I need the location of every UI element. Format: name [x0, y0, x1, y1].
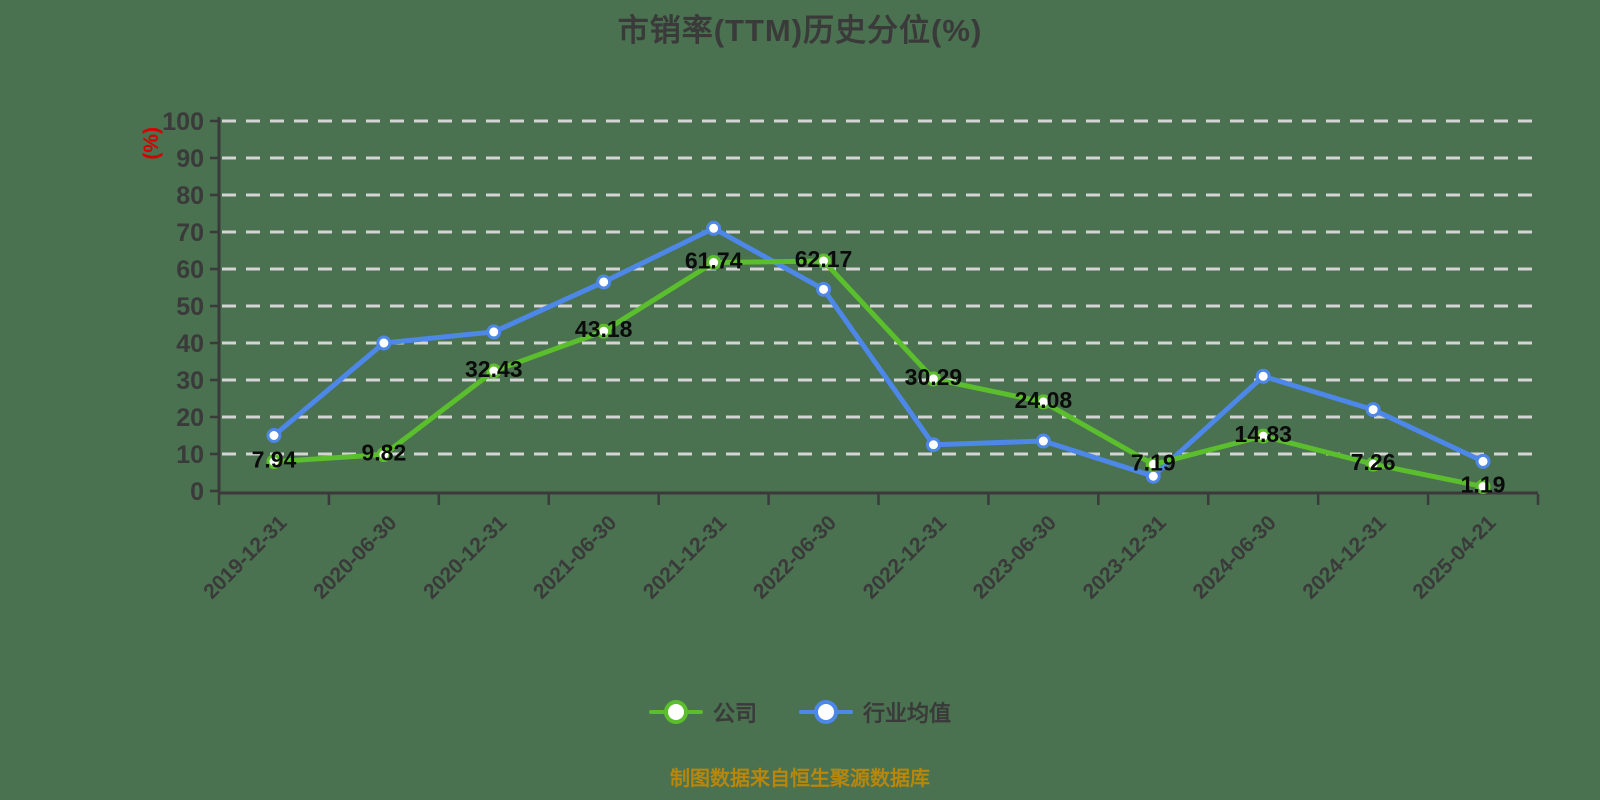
data-point[interactable]	[1035, 394, 1051, 410]
y-tick-label: 90	[176, 145, 204, 173]
data-point[interactable]	[816, 281, 832, 297]
data-point[interactable]	[925, 437, 941, 453]
x-tick-label: 2024-12-31	[1298, 511, 1390, 603]
x-axis-ticks	[217, 494, 1540, 505]
data-source-note: 制图数据来自恒生聚源数据库	[670, 768, 930, 790]
y-tick-label: 70	[176, 219, 204, 247]
data-point[interactable]	[596, 274, 612, 290]
legend-label-company: 公司	[712, 701, 757, 726]
series-points-公司: 7.94 9.82 32.43 43.18 61.74 62.17 30.29 24.08 7.…	[252, 246, 1506, 498]
x-tick-label: 2023-06-30	[969, 511, 1061, 603]
data-point[interactable]	[596, 323, 612, 339]
legend-label-industry-average: 行业均值	[863, 701, 952, 726]
series-line-行业均值	[271, 225, 1486, 479]
data-point-label: 9.82	[361, 440, 406, 466]
data-point[interactable]	[266, 428, 282, 443]
y-tick-label: 80	[176, 182, 204, 210]
data-point-label: 14.83	[1234, 421, 1292, 447]
data-point-label: 30.29	[905, 364, 963, 390]
y-tick-label: 30	[176, 367, 204, 395]
legend-item-industry-average[interactable]: 行业均值	[799, 696, 951, 728]
y-tick-label: 100	[162, 108, 204, 136]
data-point-label: 62.17	[795, 246, 853, 272]
y-tick-label: 0	[190, 478, 204, 506]
legend-item-company[interactable]: 公司	[648, 696, 757, 728]
y-tick-label: 50	[176, 293, 204, 321]
chart-title: 市销率(TTM)历史分位(%)	[617, 13, 983, 48]
data-point[interactable]	[706, 220, 722, 236]
legend-dot-blue	[814, 700, 838, 724]
x-tick-label: 2021-12-31	[639, 511, 731, 603]
x-tick-label: 2021-06-30	[529, 511, 621, 603]
x-axis-labels: 2019-12-31 2020-06-30 2020-12-31 2021-06-30…	[199, 511, 1501, 603]
company-series-marker-icon	[648, 700, 703, 724]
data-point[interactable]	[1145, 456, 1161, 472]
data-point[interactable]	[1365, 402, 1381, 418]
series-line-公司	[271, 258, 1486, 490]
data-point[interactable]	[486, 363, 502, 379]
legend-dot-green	[663, 700, 688, 724]
data-point-label: 43.18	[575, 316, 633, 342]
industry-series-marker-icon	[799, 700, 853, 724]
data-point[interactable]	[1255, 368, 1271, 384]
data-point-label: 32.43	[465, 356, 523, 382]
data-point[interactable]	[486, 324, 502, 340]
x-tick-label: 2020-06-30	[309, 511, 401, 603]
chart-legend: 公司 行业均值	[0, 696, 1600, 728]
y-axis-ticks: 0 10 20 30 40 50 60 70 80 90 100	[162, 108, 219, 506]
x-tick-label: 2022-12-31	[859, 511, 951, 603]
data-point[interactable]	[1365, 456, 1381, 472]
x-tick-label: 2024-06-30	[1189, 511, 1281, 603]
data-point[interactable]	[925, 371, 941, 387]
x-tick-label: 2022-06-30	[749, 511, 841, 603]
data-point[interactable]	[376, 335, 392, 351]
y-tick-label: 60	[176, 256, 204, 284]
data-point-label: 7.94	[252, 447, 297, 473]
x-tick-label: 2023-12-31	[1079, 511, 1171, 603]
data-point-label: 1.19	[1461, 472, 1506, 498]
data-point[interactable]	[1475, 453, 1491, 469]
data-point[interactable]	[1035, 433, 1051, 449]
data-point[interactable]	[706, 255, 722, 271]
gridlines	[222, 119, 1538, 456]
data-point[interactable]	[266, 454, 282, 470]
y-tick-label: 20	[176, 404, 204, 432]
data-point[interactable]	[376, 447, 392, 463]
data-point[interactable]	[1255, 428, 1271, 444]
y-tick-label: 10	[176, 441, 204, 469]
data-point-label: 24.08	[1015, 387, 1073, 413]
data-point-label: 61.74	[685, 248, 743, 274]
y-tick-label: 40	[176, 330, 204, 358]
data-point[interactable]	[816, 253, 832, 269]
x-tick-label: 2019-12-31	[199, 511, 291, 603]
data-point[interactable]	[1475, 479, 1491, 495]
data-point-label: 7.19	[1131, 449, 1176, 475]
x-tick-label: 2025-04-21	[1408, 511, 1500, 603]
x-tick-label: 2020-12-31	[419, 511, 511, 603]
series-points-行业均值	[266, 220, 1491, 484]
data-point-label: 7.26	[1351, 449, 1396, 475]
